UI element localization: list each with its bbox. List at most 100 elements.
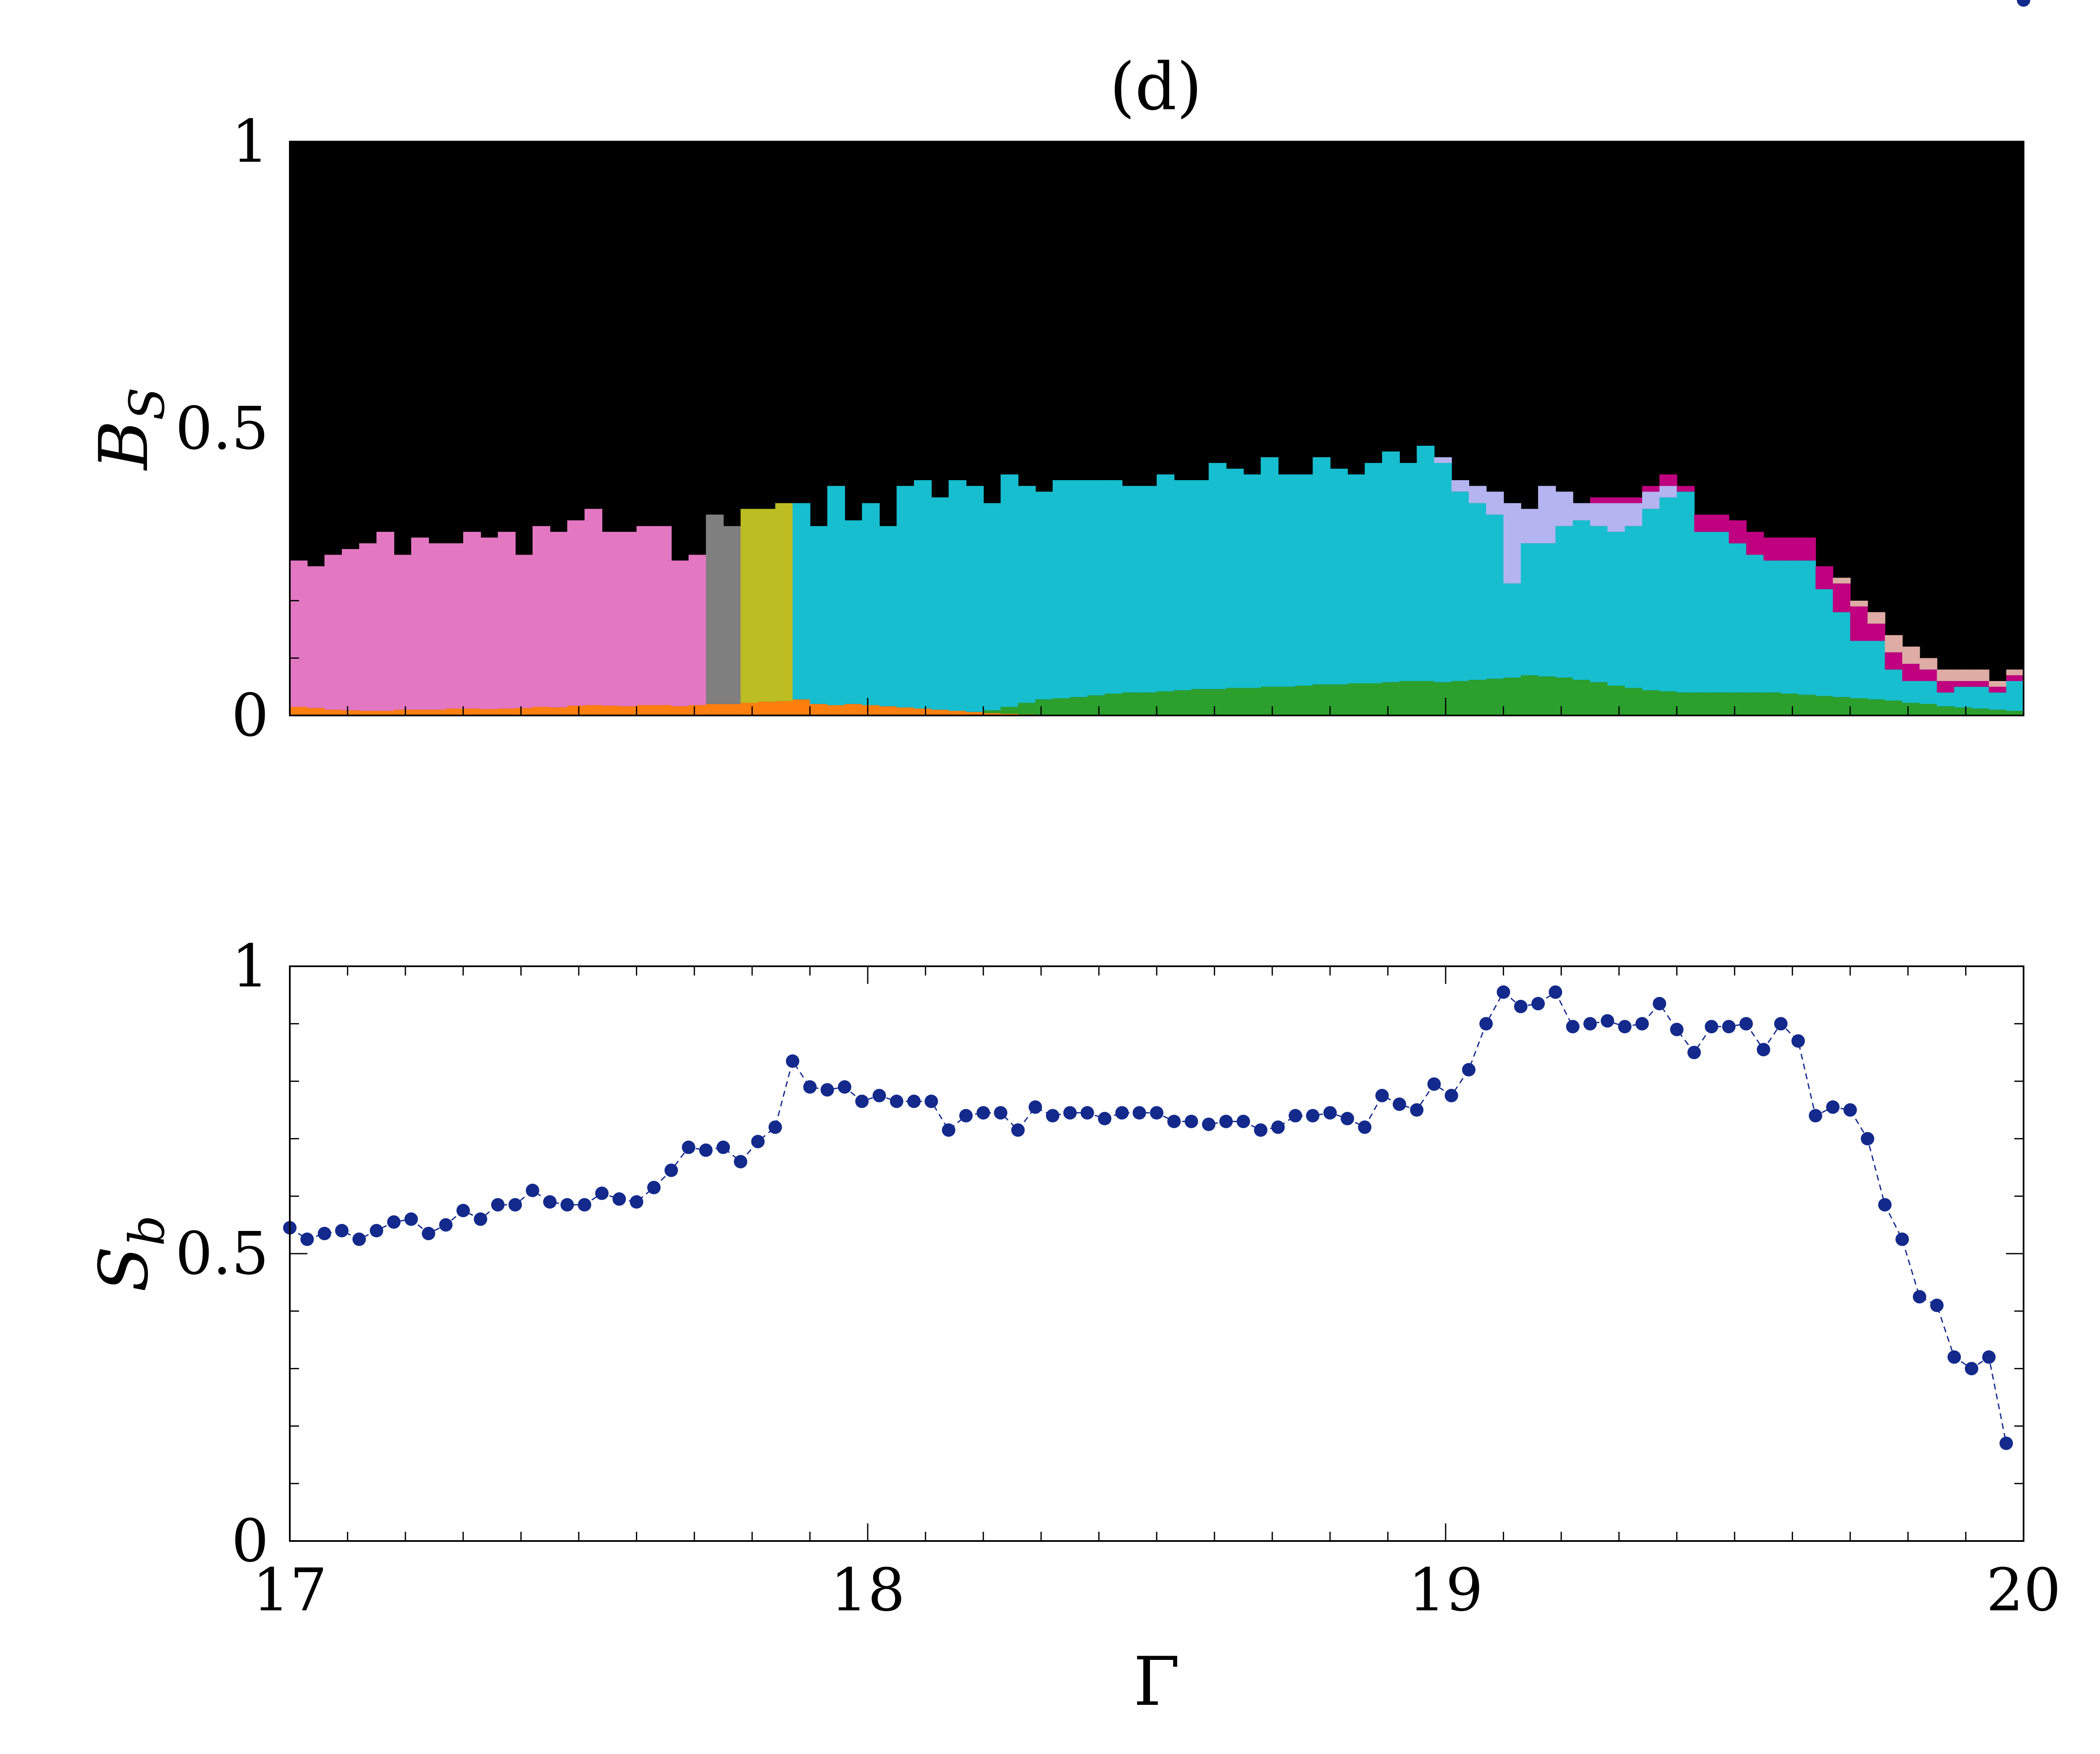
top-bar-segment	[1989, 686, 2007, 693]
top-bar-segment	[2006, 669, 2024, 676]
bottom-data-point	[578, 1198, 591, 1212]
top-bar-main-segment	[1885, 669, 1903, 701]
top-bar-main-segment	[619, 531, 637, 707]
top-bar-segment	[1572, 503, 1591, 521]
top-bar-segment	[1122, 692, 1140, 715]
top-bar-segment	[1885, 700, 1903, 715]
top-bar-main-segment	[1694, 531, 1712, 693]
top-bar-segment	[636, 705, 654, 715]
top-bar-segment	[307, 708, 325, 715]
bottom-data-point	[1809, 1109, 1822, 1123]
top-bar-segment	[1330, 684, 1348, 715]
top-bar-main-segment	[567, 520, 585, 706]
top-bar-segment	[1105, 694, 1123, 715]
top-bar-segment	[1850, 698, 1868, 715]
top-bar-main-segment	[740, 509, 759, 703]
top-bar-segment	[1729, 520, 1747, 544]
top-bar-main-segment	[1417, 445, 1435, 681]
top-bar-segment	[1989, 681, 2007, 687]
bottom-data-point	[1895, 1232, 1909, 1246]
top-bar-main-segment	[1572, 520, 1591, 680]
top-bar-main-segment	[1174, 480, 1192, 690]
top-bar-main-segment	[1018, 486, 1036, 703]
top-bar-main-segment	[428, 543, 446, 710]
bottom-x-tick-label: 17	[252, 1556, 327, 1625]
top-bar-main-segment	[376, 531, 394, 711]
bottom-data-point	[751, 1135, 765, 1149]
top-y-tick-label: 0	[231, 681, 269, 750]
top-bar-main-segment	[1399, 463, 1418, 681]
bottom-data-point	[647, 1181, 661, 1194]
top-bar-segment	[1850, 606, 1868, 641]
top-bar-main-segment	[1867, 641, 1885, 699]
top-bar-segment	[1832, 583, 1851, 613]
top-bar-segment	[1087, 695, 1105, 715]
bottom-data-point	[959, 1109, 973, 1123]
top-bar-main-segment	[1278, 474, 1296, 687]
top-bar-segment	[324, 710, 342, 715]
top-bar-segment	[948, 711, 966, 715]
top-bar-segment	[1555, 492, 1573, 526]
bottom-data-point	[907, 1094, 921, 1108]
bottom-data-point	[786, 1054, 800, 1068]
bottom-data-point	[820, 1083, 834, 1097]
top-bar-main-segment	[844, 520, 863, 704]
top-bar-segment	[1746, 692, 1764, 715]
top-bar-segment	[463, 708, 481, 715]
top-bar-main-segment	[636, 526, 654, 705]
panel-label: (d)	[1110, 49, 1202, 125]
bottom-data-point	[1046, 1109, 1060, 1123]
top-bar-segment	[1919, 704, 1937, 715]
bottom-data-point	[1410, 1103, 1424, 1117]
top-bar-main-segment	[1503, 583, 1521, 678]
bottom-data-point	[1029, 1100, 1042, 1114]
bottom-data-point	[1358, 1120, 1372, 1134]
bottom-data-point	[1653, 997, 1667, 1010]
top-bar-segment	[1677, 692, 1695, 715]
top-bar-segment	[1365, 683, 1383, 715]
bottom-data-point	[1496, 985, 1510, 999]
top-bar-main-segment	[1937, 692, 1955, 707]
top-bar-segment	[1000, 713, 1018, 715]
top-bar-main-segment	[983, 503, 1001, 710]
top-bar-segment	[1971, 669, 1990, 681]
top-bar-main-segment	[758, 509, 776, 702]
bottom-data-point	[1601, 1014, 1614, 1028]
top-bar-segment	[1399, 681, 1418, 715]
top-bar-segment	[1850, 600, 1868, 607]
bottom-data-point	[1080, 1106, 1094, 1120]
top-bar-segment	[359, 711, 377, 715]
top-bar-main-segment	[706, 514, 724, 704]
top-bar-main-segment	[1330, 468, 1348, 685]
top-bar-segment	[1937, 669, 1955, 681]
top-bar-main-segment	[1625, 526, 1643, 688]
bottom-data-point	[734, 1155, 748, 1169]
top-bar-main-segment	[1382, 451, 1400, 682]
top-bar-main-segment	[1971, 686, 1990, 709]
top-bar-main-segment	[1157, 474, 1175, 692]
top-bar-main-segment	[1347, 474, 1365, 684]
bottom-panel-scatter: 0 0.5 1 Sb 17 18 19 20 Γ	[84, 0, 2061, 1721]
top-bar-segment	[1798, 537, 1816, 561]
top-bar-segment	[1035, 699, 1053, 715]
top-bar-segment	[1763, 692, 1782, 715]
bottom-data-point	[1427, 1077, 1441, 1091]
top-bar-main-segment	[1087, 480, 1105, 696]
bottom-data-point	[1791, 1034, 1805, 1048]
bottom-data-point	[1756, 1043, 1770, 1057]
top-bar-main-segment	[1122, 486, 1140, 693]
top-bar-main-segment	[480, 537, 499, 709]
top-bar-segment	[1902, 702, 1920, 715]
top-bar-segment	[1538, 486, 1556, 544]
bottom-data-point	[1462, 1063, 1476, 1077]
top-bar-main-segment	[463, 531, 481, 709]
top-bar-segment	[1625, 503, 1643, 526]
top-bar-segment	[1555, 677, 1573, 715]
top-bar-main-segment	[1295, 474, 1313, 686]
top-bar-segment	[793, 699, 811, 715]
top-bar-main-segment	[1226, 468, 1244, 688]
top-bar-segment	[671, 706, 689, 715]
top-bar-segment	[723, 704, 741, 715]
bottom-plot-background	[290, 966, 2024, 1541]
top-bar-segment	[1538, 676, 1556, 715]
